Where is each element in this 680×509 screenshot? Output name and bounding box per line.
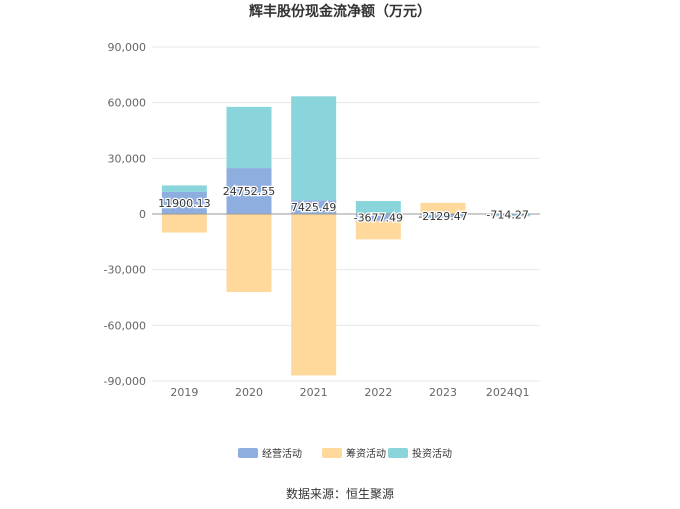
- bar-segment: [291, 214, 337, 376]
- legend-swatch: [322, 448, 342, 458]
- x-tick-label: 2019: [170, 386, 198, 399]
- y-axis: 90,000 60,000 30,000 0 -30,000 -60,000 -90,000: [104, 41, 146, 388]
- legend-item[interactable]: 经营活动: [238, 447, 302, 460]
- data-label: -2129.47: [418, 210, 467, 223]
- bar-segment: [226, 168, 272, 214]
- bar-segment: [226, 214, 272, 292]
- data-label: -3677.49: [354, 211, 403, 224]
- bar-segment: [420, 202, 466, 214]
- chart-title: 辉丰股份现金流净额（万元）: [249, 3, 431, 20]
- bar-segment: [485, 214, 531, 216]
- source-text: 数据来源：恒生聚源: [286, 486, 394, 501]
- y-tick-label: -60,000: [104, 319, 146, 332]
- bar-segment: [355, 220, 401, 240]
- y-tick-label: -90,000: [104, 375, 146, 388]
- y-tick-label: 0: [139, 208, 146, 221]
- legend-label: 投资活动: [412, 447, 452, 460]
- bar-segment: [161, 214, 207, 233]
- bar-segment: [291, 96, 337, 201]
- x-tick-label: 2023: [429, 386, 457, 399]
- bar-segment: [226, 106, 272, 169]
- legend-label: 筹资活动: [346, 447, 386, 460]
- y-tick-label: 60,000: [108, 97, 147, 110]
- x-axis: 2019 2020 2021 2022 2023 2024Q1: [170, 386, 529, 399]
- bar-segment: [355, 201, 401, 214]
- legend-label: 经营活动: [262, 447, 302, 460]
- x-tick-label: 2020: [235, 386, 263, 399]
- y-tick-label: -30,000: [104, 264, 146, 277]
- legend-swatch: [238, 448, 258, 458]
- bar-segment: [355, 214, 401, 221]
- x-tick-label: 2024Q1: [486, 386, 530, 399]
- bar-segment: [291, 200, 337, 214]
- bar-segment: [485, 215, 531, 217]
- legend-swatch: [388, 448, 408, 458]
- bar-segment: [161, 185, 207, 192]
- bar-segment: [161, 191, 207, 214]
- x-tick-label: 2021: [300, 386, 328, 399]
- data-label: 24752.55: [223, 185, 276, 198]
- legend-item[interactable]: 筹资活动: [322, 447, 386, 460]
- bars: [161, 96, 531, 376]
- data-labels: 11900.13 24752.55 7425.49 -3677.49 -2129.47 -…: [157, 184, 530, 226]
- data-label: 7425.49: [291, 201, 337, 214]
- y-tick-label: 90,000: [108, 41, 147, 54]
- legend: 经营活动 筹资活动 投资活动: [238, 447, 452, 460]
- legend-item[interactable]: 投资活动: [388, 447, 452, 460]
- data-label: -714.27: [486, 209, 528, 222]
- bar-segment: [420, 214, 466, 218]
- data-label: 11900.13: [158, 197, 211, 210]
- x-tick-label: 2022: [364, 386, 392, 399]
- y-tick-label: 30,000: [108, 152, 147, 165]
